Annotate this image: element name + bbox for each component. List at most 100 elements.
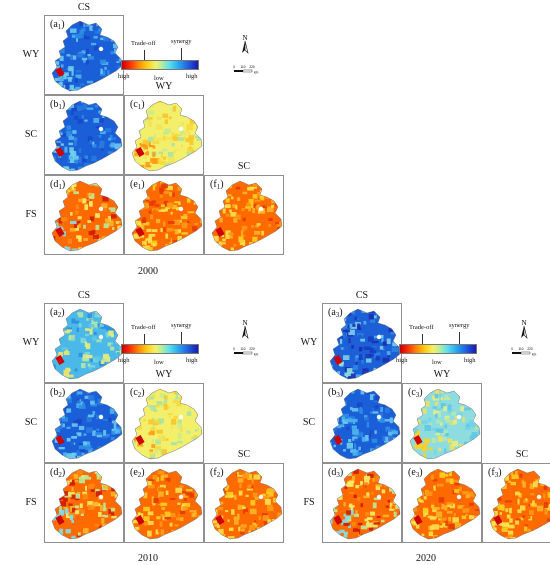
legend-high-right: high xyxy=(186,73,198,80)
map-panel-c3: (c3) xyxy=(402,383,482,463)
panel-label: (a3) xyxy=(328,307,343,320)
map-orange xyxy=(211,180,283,252)
map-orange xyxy=(489,468,550,540)
year-caption: 2000 xyxy=(138,266,158,277)
legend-synergy-label: synergy xyxy=(171,38,192,45)
map-fs xyxy=(329,468,401,540)
legend-synergy-bracket xyxy=(181,332,182,344)
column-header-wy: WY xyxy=(155,369,173,380)
map-panel-a3: (a3) xyxy=(322,303,402,383)
panel-label: (d2) xyxy=(50,467,66,480)
legend-synergy-label: synergy xyxy=(171,322,192,329)
map-panel-a2: (a2) xyxy=(44,303,124,383)
map-orange xyxy=(409,468,481,540)
legend-high-right: high xyxy=(464,357,476,364)
map-panel-e3: (e3) xyxy=(402,463,482,543)
north-label: N xyxy=(521,319,526,327)
panel-label: (c1) xyxy=(130,99,145,112)
row-header-wy: WY xyxy=(22,337,40,348)
scale-tick-label: 110 xyxy=(518,347,523,351)
map-panel-a1: (a1) xyxy=(44,15,124,95)
panel-label: (d1) xyxy=(50,179,66,192)
north-label: N xyxy=(242,319,247,327)
panel-label: (d3) xyxy=(328,467,344,480)
row-header-wy: WY xyxy=(22,49,40,60)
scale-bar: 0 110 220 km xyxy=(510,345,542,357)
column-header-wy: WY xyxy=(433,369,451,380)
legend-colorbar xyxy=(121,60,199,70)
scale-tick-label: 0 xyxy=(511,347,513,351)
map-panel-c1: (c1) xyxy=(124,95,204,175)
north-arrow-icon: N xyxy=(238,318,252,340)
year-caption: 2020 xyxy=(416,553,436,564)
panel-label: (c2) xyxy=(130,387,145,400)
panel-label: (b1) xyxy=(50,99,66,112)
panel-label: (e2) xyxy=(130,467,145,480)
row-header-fs: FS xyxy=(303,497,315,508)
panel-label: (f3) xyxy=(488,467,502,480)
legend-tradeoff-label: Trade-off xyxy=(131,324,156,331)
map-panel-e1: (e1) xyxy=(124,175,204,255)
legend-synergy-label: synergy xyxy=(449,322,470,329)
legend-colorbar xyxy=(121,344,199,354)
map-cyan xyxy=(409,388,481,460)
map-fs xyxy=(51,468,123,540)
column-header-cs: CS xyxy=(77,2,91,13)
scale-unit-label: km xyxy=(532,353,537,357)
map-panel-b3: (b3) xyxy=(322,383,402,463)
panel-label: (a2) xyxy=(50,307,65,320)
scale-unit-label: km xyxy=(254,353,259,357)
year-caption: 2010 xyxy=(138,553,158,564)
legend-synergy-bracket xyxy=(459,332,460,344)
map-blue xyxy=(51,20,123,92)
map-fs xyxy=(51,180,123,252)
legend-high-left: high xyxy=(396,357,408,364)
map-orange xyxy=(131,468,203,540)
row-header-sc: SC xyxy=(302,417,316,428)
map-panel-d1: (d1) xyxy=(44,175,124,255)
map-panel-d3: (d3) xyxy=(322,463,402,543)
legend-tradeoff-label: Trade-off xyxy=(409,324,434,331)
map-panel-f3: (f3) xyxy=(482,463,550,543)
panel-label: (c3) xyxy=(408,387,423,400)
column-header-sc: SC xyxy=(237,161,251,172)
map-panel-b2: (b2) xyxy=(44,383,124,463)
column-header-sc: SC xyxy=(237,449,251,460)
scale-tick-label: 110 xyxy=(240,347,245,351)
scale-bar: 0 110 220 km xyxy=(232,345,264,357)
map-deepblue xyxy=(329,308,401,380)
column-header-cs: CS xyxy=(77,290,91,301)
row-header-sc: SC xyxy=(24,129,38,140)
row-header-fs: FS xyxy=(25,209,37,220)
row-header-fs: FS xyxy=(25,497,37,508)
column-header-cs: CS xyxy=(355,290,369,301)
map-panel-b1: (b1) xyxy=(44,95,124,175)
panel-label: (f2) xyxy=(210,467,224,480)
scale-tick-label: 220 xyxy=(249,65,255,69)
column-header-wy: WY xyxy=(155,81,173,92)
legend-synergy-bracket xyxy=(181,48,182,60)
map-orange xyxy=(211,468,283,540)
north-arrow-icon: N xyxy=(517,318,531,340)
legend-low: low xyxy=(432,359,442,366)
map-bluegreen xyxy=(51,308,123,380)
panel-label: (e3) xyxy=(408,467,423,480)
legend-high-left: high xyxy=(118,73,130,80)
panel-label: (f1) xyxy=(210,179,224,192)
map-blue xyxy=(329,388,401,460)
north-label: N xyxy=(242,34,247,42)
row-header-sc: SC xyxy=(24,417,38,428)
legend-tradeoff-bracket xyxy=(144,50,145,60)
legend: Trade-off synergy high low high xyxy=(394,322,484,368)
scale-bar: 0 110 220 km xyxy=(232,63,264,75)
legend-high-left: high xyxy=(118,357,130,364)
scale-tick-label: 0 xyxy=(233,65,235,69)
map-yellow xyxy=(131,388,203,460)
legend-tradeoff-bracket xyxy=(422,334,423,344)
map-panel-f2: (f2) xyxy=(204,463,284,543)
scale-tick-label: 220 xyxy=(249,347,255,351)
scale-tick-label: 110 xyxy=(240,65,245,69)
legend: Trade-off synergy high low high xyxy=(116,38,206,84)
scale-tick-label: 220 xyxy=(527,347,533,351)
legend-colorbar xyxy=(399,344,477,354)
